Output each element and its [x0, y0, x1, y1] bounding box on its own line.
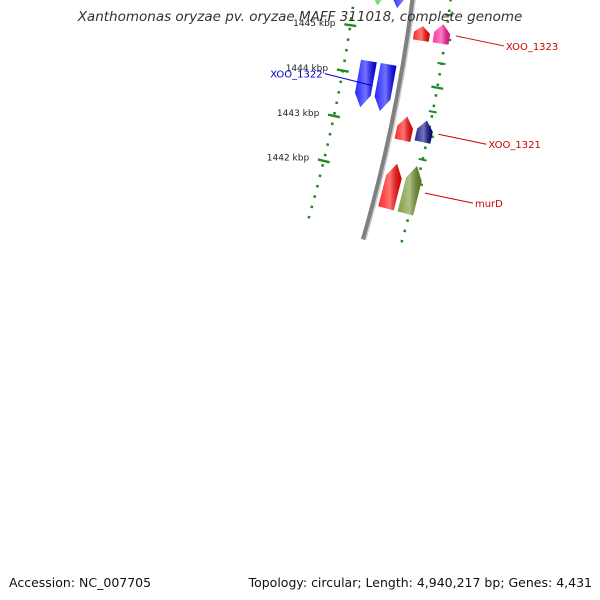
gene-arrow-shade [432, 24, 451, 45]
gene-label-XOO_1321[interactable]: XOO_1321 [488, 140, 540, 151]
gene-label-murD[interactable]: murD [475, 199, 503, 210]
backbone-arc [360, 0, 416, 241]
gene-arrow-shade [412, 26, 430, 42]
kbp-label-1442: 1442 kbp [267, 153, 310, 163]
topology-value: circular [311, 575, 358, 590]
length-label: Length: [365, 575, 413, 590]
backbone-line [360, 0, 415, 240]
reverse-minor-tick [437, 61, 446, 66]
topology-label: Topology: [248, 575, 308, 590]
accession-info: Accession: NC_007705 [9, 575, 151, 590]
forward-tick-1444 [336, 68, 349, 73]
genes-label: Genes: [508, 575, 553, 590]
reverse-tick-1444 [431, 85, 444, 90]
label-leader-murD [424, 192, 474, 204]
label-leader-XOO_1323 [455, 35, 504, 47]
gene-arrow-shade [414, 120, 433, 144]
gene-arrow-shade [397, 166, 422, 216]
reverse-minor-tick [418, 157, 427, 162]
map-title: Xanthomonas oryzae pv. oryzae MAFF 31101… [77, 9, 523, 25]
kbp-label-1444: 1444 kbp [286, 64, 329, 74]
genome-summary: Topology: circular; Length: 4,940,217 bp… [248, 575, 592, 590]
gene-arrow-shade [374, 63, 397, 112]
gene-label-XOO_1323[interactable]: XOO_1323 [506, 42, 558, 53]
forward-dotted-guide [305, 0, 356, 224]
forward-tick-1442 [317, 158, 330, 164]
reverse-minor-tick [444, 13, 453, 17]
gene-arrow-XOO_1324[interactable] [371, 0, 393, 6]
reverse-minor-tick [428, 110, 437, 114]
gene-arrow-shade [393, 0, 404, 9]
strand-dotted-guides [305, 0, 452, 251]
label-leader-XOO_1322 [324, 73, 373, 87]
accession-value: NC_007705 [79, 575, 152, 590]
kbp-label-1443: 1443 kbp [277, 109, 320, 119]
length-value: 4,940,217 bp [416, 575, 501, 590]
gene-arrow-shade [378, 163, 402, 211]
gene-arrow-shade [355, 59, 377, 108]
forward-tick-1443 [327, 113, 341, 119]
label-leader-XOO_1321 [438, 133, 487, 145]
gene-label-XOO_1322[interactable]: XOO_1322 [270, 70, 322, 81]
accession-label: Accession: [9, 575, 76, 590]
gene-labels: murDXOO_1321XOO_1322XOO_1323XOO_1324XOO_… [270, 35, 558, 210]
gene-arrow-shade [374, 0, 382, 6]
forward-tick-1445 [344, 23, 357, 28]
kbp-label-1445: 1445 kbp [293, 19, 336, 29]
gene-features [355, 0, 451, 216]
genes-value: 4,431 [556, 575, 592, 590]
gene-arrow-shade [394, 116, 413, 142]
